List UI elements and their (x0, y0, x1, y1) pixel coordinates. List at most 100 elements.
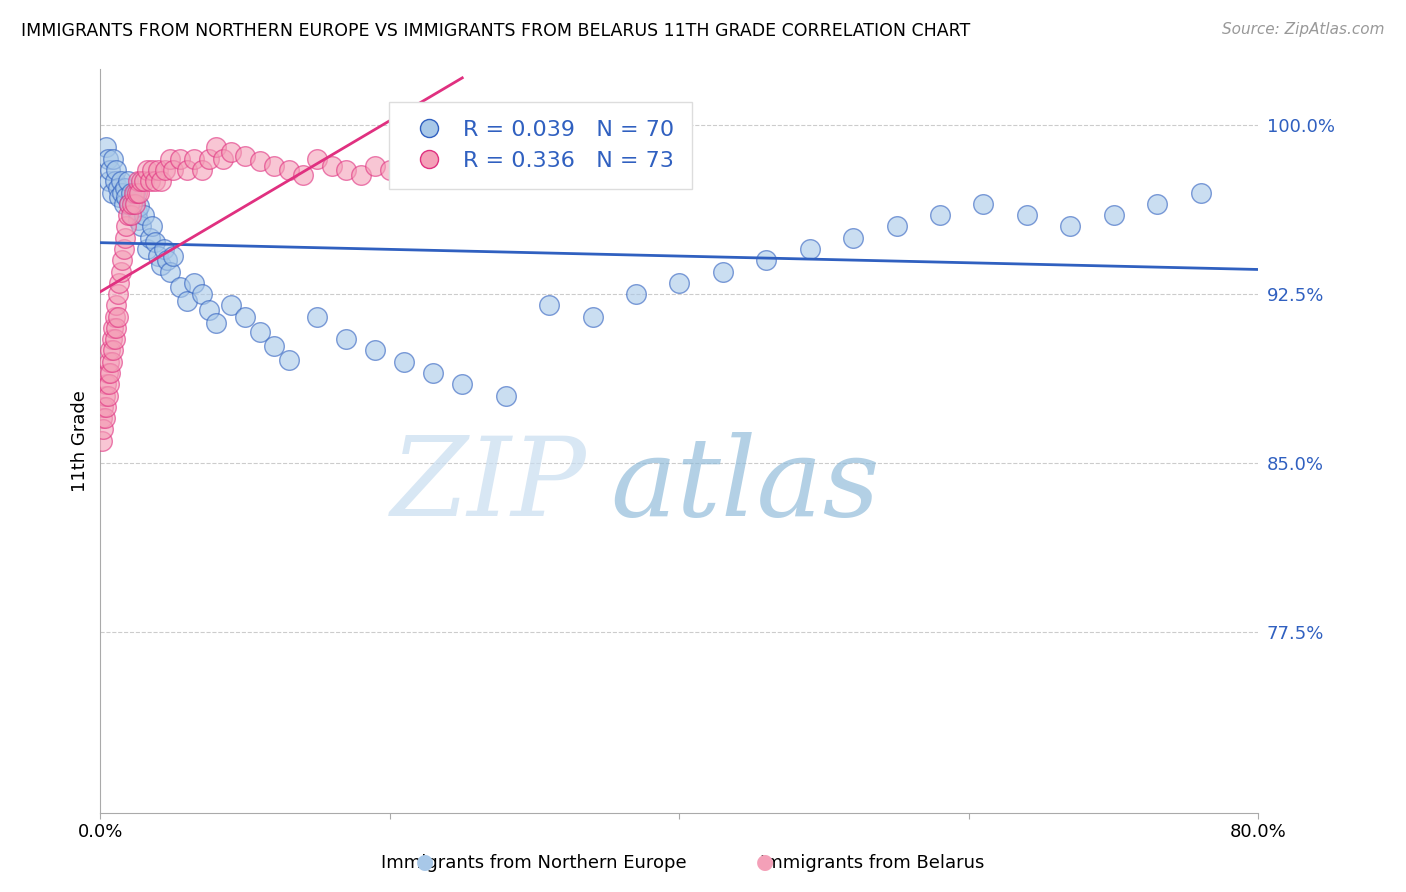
Point (169, 280, 191, 294)
Y-axis label: 11th Grade: 11th Grade (72, 390, 89, 491)
Point (111, 186, 134, 200)
Point (972, 197, 994, 211)
Point (112, 197, 135, 211)
Point (422, 163, 444, 178)
Point (1102, 208, 1125, 222)
Point (108, 276, 131, 290)
Point (105, 321, 128, 335)
Point (581, 310, 603, 324)
Point (138, 174, 160, 188)
Point (190, 287, 212, 301)
Point (115, 190, 138, 204)
Point (153, 242, 176, 256)
Point (263, 159, 285, 173)
Point (335, 163, 357, 178)
Point (101, 332, 124, 346)
Point (364, 159, 387, 173)
Text: ●: ● (416, 853, 433, 872)
Point (114, 181, 136, 195)
Point (135, 163, 157, 178)
Point (110, 174, 132, 188)
Point (198, 152, 221, 166)
Text: ●: ● (756, 853, 773, 872)
Point (127, 174, 149, 188)
Point (98, 377, 121, 392)
Point (335, 332, 357, 346)
Point (98, 355, 121, 369)
Point (104, 310, 127, 324)
Point (159, 152, 181, 166)
Point (110, 264, 132, 278)
Point (394, 355, 416, 369)
Point (378, 163, 401, 178)
Point (183, 152, 205, 166)
Point (233, 310, 256, 324)
Point (233, 149, 256, 163)
Point (108, 190, 131, 204)
Point (205, 140, 228, 154)
Point (176, 293, 198, 308)
Point (107, 181, 129, 195)
Point (97, 152, 120, 166)
Point (118, 197, 141, 211)
Text: Immigrants from Northern Europe: Immigrants from Northern Europe (381, 855, 688, 872)
Point (263, 339, 285, 353)
Point (364, 343, 387, 358)
Point (98, 174, 121, 188)
Text: Source: ZipAtlas.com: Source: ZipAtlas.com (1222, 22, 1385, 37)
Point (120, 208, 142, 222)
Text: IMMIGRANTS FROM NORTHERN EUROPE VS IMMIGRANTS FROM BELARUS 11TH GRADE CORRELATIO: IMMIGRANTS FROM NORTHERN EUROPE VS IMMIG… (21, 22, 970, 40)
Legend: R = 0.039   N = 70, R = 0.336   N = 73: R = 0.039 N = 70, R = 0.336 N = 73 (389, 102, 692, 188)
Point (422, 366, 444, 380)
Point (128, 199, 150, 213)
Point (135, 242, 157, 256)
Point (159, 264, 181, 278)
Point (292, 168, 315, 182)
Point (1059, 219, 1081, 234)
Point (183, 276, 205, 290)
Point (1189, 186, 1212, 200)
Point (394, 168, 416, 182)
Point (156, 253, 179, 268)
Point (120, 186, 142, 200)
Point (94, 400, 117, 414)
Point (495, 388, 517, 402)
Text: atlas: atlas (610, 432, 880, 539)
Point (94, 140, 117, 154)
Point (148, 163, 170, 178)
Point (143, 235, 166, 250)
Point (141, 219, 163, 234)
Point (121, 197, 143, 211)
Point (103, 152, 125, 166)
Point (886, 219, 908, 234)
Point (124, 197, 146, 211)
Point (117, 174, 139, 188)
Point (624, 287, 647, 301)
Point (711, 264, 734, 278)
Point (148, 249, 170, 263)
Point (118, 197, 141, 211)
Point (249, 326, 271, 340)
Text: Immigrants from Belarus: Immigrants from Belarus (759, 855, 984, 872)
Point (114, 230, 136, 244)
Text: ZIP: ZIP (391, 432, 586, 539)
Point (307, 310, 329, 324)
Point (100, 366, 122, 380)
Point (125, 203, 148, 218)
Point (97, 388, 120, 402)
Point (755, 253, 778, 268)
Point (115, 219, 138, 234)
Point (350, 168, 373, 182)
Point (132, 174, 155, 188)
Point (125, 186, 148, 200)
Point (249, 153, 271, 168)
Point (129, 219, 152, 234)
Point (155, 163, 177, 178)
Point (141, 163, 163, 178)
Point (93, 388, 115, 402)
Point (1146, 197, 1168, 211)
Point (176, 163, 198, 178)
Point (128, 186, 150, 200)
Point (132, 208, 155, 222)
Point (122, 197, 145, 211)
